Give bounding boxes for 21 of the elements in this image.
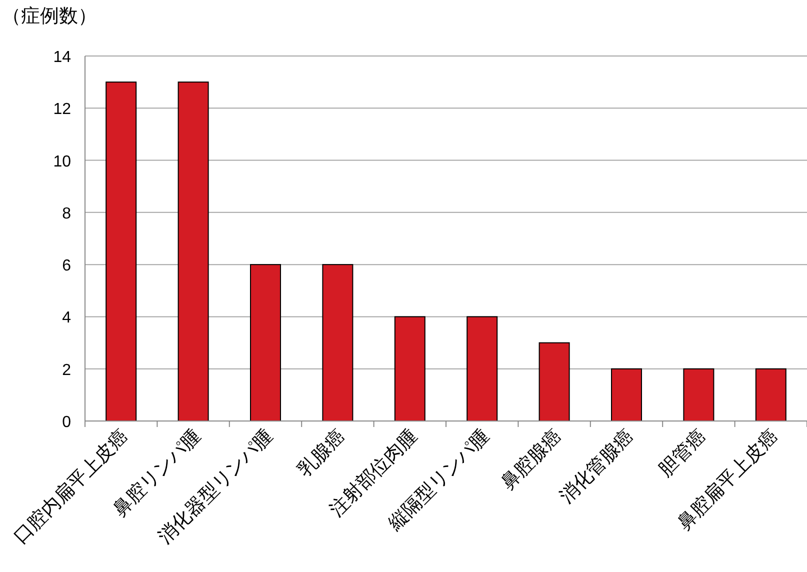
bar <box>394 316 426 422</box>
y-tick-label: 14 <box>53 49 72 66</box>
y-tick-label: 2 <box>62 362 72 379</box>
y-tick-label: 4 <box>62 310 72 327</box>
bar <box>322 264 354 422</box>
bar <box>538 342 570 422</box>
y-axis-title: （症例数） <box>2 6 97 27</box>
bar <box>683 368 714 422</box>
y-tick-label: 12 <box>53 101 72 118</box>
x-tick-label: 胆管癌 <box>654 424 710 481</box>
y-tick-label: 8 <box>62 205 72 222</box>
y-tick-label: 0 <box>62 414 72 431</box>
y-tick-label: 6 <box>62 258 72 275</box>
bar <box>466 316 498 422</box>
bar <box>755 368 786 422</box>
y-tick-label: 10 <box>53 153 72 170</box>
bar <box>611 368 642 422</box>
x-tick-label: 乳腺癌 <box>293 424 350 481</box>
bar <box>178 82 209 422</box>
bar <box>250 264 281 422</box>
bar <box>106 82 137 422</box>
